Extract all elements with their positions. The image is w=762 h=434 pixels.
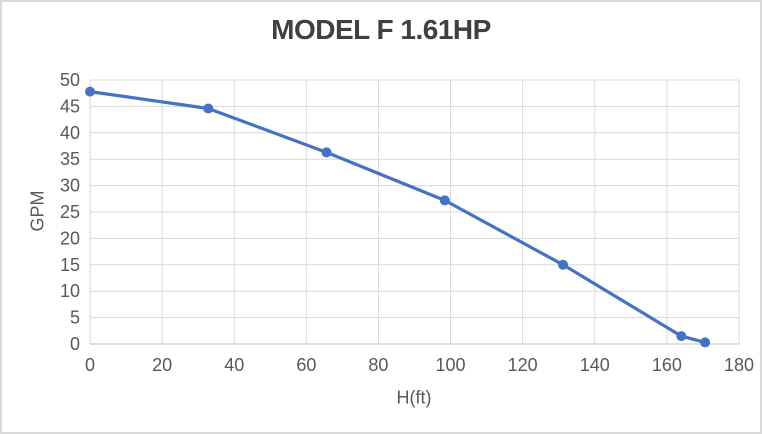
data-point-marker	[700, 337, 711, 348]
data-point-marker	[558, 259, 569, 270]
data-point-marker	[203, 103, 214, 114]
y-tick-label: 50	[60, 70, 80, 90]
x-tick-label: 180	[724, 355, 754, 375]
x-axis-title: H(ft)	[396, 387, 432, 408]
y-tick-label: 15	[60, 255, 80, 275]
x-tick-label: 140	[580, 355, 610, 375]
y-tick-label: 40	[60, 123, 80, 143]
x-tick-label: 80	[368, 355, 388, 375]
y-tick-label: 45	[60, 96, 80, 116]
x-tick-label: 0	[85, 355, 95, 375]
x-tick-label: 60	[296, 355, 316, 375]
y-tick-label: 30	[60, 176, 80, 196]
y-tick-label: 35	[60, 149, 80, 169]
x-tick-label: 120	[508, 355, 538, 375]
y-tick-label: 5	[70, 308, 80, 328]
x-tick-label: 20	[152, 355, 172, 375]
chart-title: MODEL F 1.61HP	[271, 14, 491, 45]
series-line	[88, 90, 707, 345]
y-tick-label: 20	[60, 228, 80, 248]
y-tick-label: 10	[60, 281, 80, 301]
data-point-marker	[85, 86, 95, 97]
x-tick-label: 160	[652, 355, 682, 375]
data-point-marker	[321, 147, 332, 158]
y-tick-label: 25	[60, 202, 80, 222]
x-tick-label: 100	[436, 355, 466, 375]
data-point-marker	[439, 195, 450, 206]
x-tick-label: 40	[224, 355, 244, 375]
data-point-marker	[676, 331, 687, 342]
y-tick-label: 0	[70, 334, 80, 354]
